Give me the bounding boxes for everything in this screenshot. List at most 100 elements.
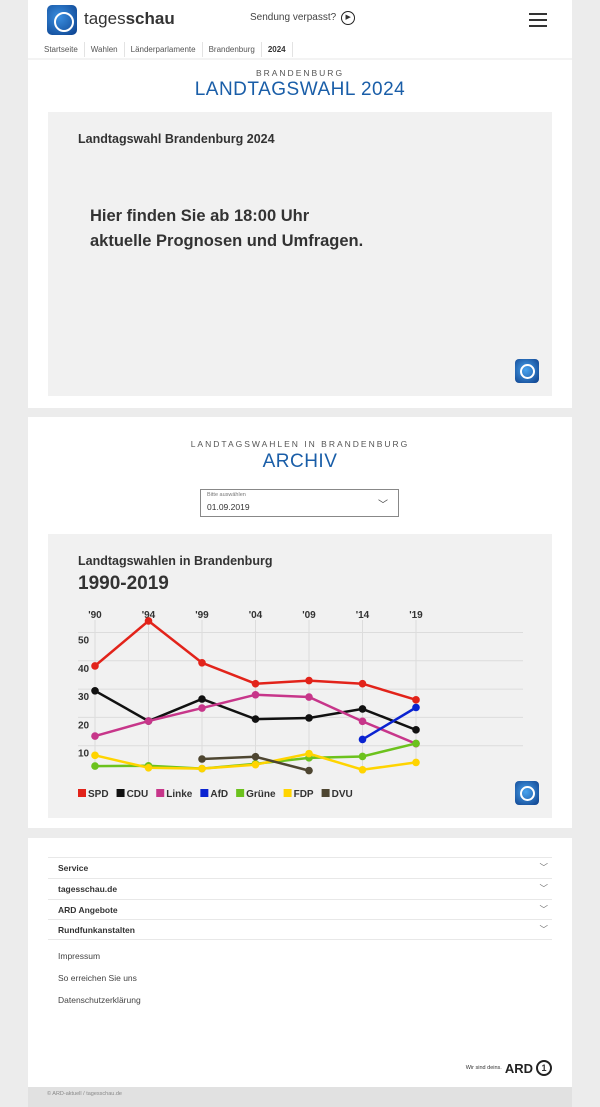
tagesschau-logo-icon[interactable]: [47, 5, 77, 35]
y-tick-label: 20: [78, 720, 90, 731]
brand-light: tages: [84, 9, 126, 28]
breadcrumb-item[interactable]: Wahlen: [85, 42, 125, 57]
divider: [28, 58, 572, 60]
election-date-select[interactable]: Bitte auswählen 01.09.2019 ﹀: [200, 489, 399, 517]
legend-swatch-dvu: [321, 789, 330, 797]
missed-show-control[interactable]: Sendung verpasst? ▶: [250, 11, 356, 25]
breadcrumb-item[interactable]: Startseite: [38, 42, 85, 57]
accordion-label: tagesschau.de: [58, 884, 118, 894]
data-point-linke: [305, 693, 313, 701]
legend-swatch-cdu: [116, 789, 125, 797]
legend-swatch-spd: [78, 789, 86, 797]
data-point-fdp: [144, 763, 153, 772]
x-tick-label: '94: [142, 610, 156, 621]
archive-card: LANDTAGSWAHLEN IN BRANDENBURG ARCHIV Bit…: [28, 417, 572, 828]
data-point-spd: [358, 679, 367, 688]
legend-label-grüne: Grüne: [246, 789, 276, 800]
copyright: © ARD-aktuell / tagesschau.de: [28, 1087, 572, 1107]
data-point-linke: [91, 732, 99, 740]
data-point-grüne: [91, 762, 99, 770]
brand-bold: schau: [125, 9, 175, 28]
data-point-spd: [144, 617, 153, 625]
footer: Service ﹀ tagesschau.de ﹀ ARD Angebote ﹀ Ru…: [28, 838, 572, 1087]
select-placeholder: Bitte auswählen: [207, 492, 246, 498]
legend-label-dvu: DVU: [332, 789, 353, 800]
y-tick-label: 30: [78, 692, 90, 703]
election-history-chart: Landtagswahlen in Brandenburg 1990-2019 …: [78, 554, 523, 800]
x-tick-label: '99: [195, 610, 209, 621]
data-point-grüne: [358, 752, 367, 761]
accordion-label: Service: [58, 863, 89, 873]
brand-name[interactable]: tagesschau: [84, 9, 175, 29]
legend-label-linke: Linke: [166, 789, 193, 800]
data-point-fdp: [358, 765, 367, 774]
data-point-fdp: [251, 760, 260, 769]
header-card: tagesschau Sendung verpasst? ▶ Startseit…: [28, 0, 572, 408]
legend-label-spd: SPD: [88, 789, 109, 800]
footer-link-contact[interactable]: So erreichen Sie uns: [58, 973, 137, 983]
ard-slogan: Wir sind deins.: [465, 1065, 502, 1071]
y-tick-label: 10: [78, 749, 90, 760]
ard-wordmark: ARD: [504, 1060, 533, 1076]
chevron-down-icon: ﹀: [539, 883, 548, 893]
legend-swatch-afd: [200, 789, 209, 797]
data-point-fdp: [91, 751, 99, 760]
chevron-down-icon: ﹀: [378, 500, 388, 511]
data-point-grüne: [412, 739, 420, 748]
select-value: 01.09.2019: [207, 502, 250, 512]
data-point-fdp: [412, 758, 420, 767]
data-point-spd: [91, 662, 99, 670]
chevron-down-icon: ﹀: [539, 904, 548, 914]
legend-label-afd: AfD: [210, 789, 228, 800]
accordion-tagesschau[interactable]: tagesschau.de ﹀: [48, 878, 552, 899]
data-point-spd: [198, 658, 206, 667]
breadcrumb-item[interactable]: Länderparlamente: [125, 42, 203, 57]
data-point-linke: [358, 717, 367, 726]
data-point-cdu: [305, 714, 313, 722]
tagesschau-logo-icon: [515, 781, 539, 805]
missed-show-link[interactable]: Sendung verpasst?: [250, 12, 337, 23]
data-point-dvu: [198, 755, 206, 763]
x-tick-label: '14: [356, 610, 370, 621]
chevron-down-icon: ﹀: [539, 862, 548, 872]
accordion-ard-angebote[interactable]: ARD Angebote ﹀: [48, 899, 552, 920]
x-tick-label: '09: [302, 610, 316, 621]
data-point-linke: [144, 717, 153, 725]
ard-logo[interactable]: Wir sind deins. ARD 1: [466, 1060, 552, 1076]
accordion-rundfunkanstalten[interactable]: Rundfunkanstalten ﹀: [48, 919, 552, 940]
menu-icon[interactable]: [529, 13, 547, 31]
accordion-label: ARD Angebote: [58, 905, 118, 915]
legend-swatch-grüne: [236, 789, 245, 797]
footer-link-privacy[interactable]: Datenschutzerklärung: [58, 995, 141, 1005]
election-teaser: Landtagswahl Brandenburg 2024 Hier finde…: [48, 112, 552, 396]
breadcrumb-item[interactable]: Brandenburg: [203, 42, 262, 57]
data-point-fdp: [198, 764, 206, 773]
data-point-afd: [358, 735, 367, 744]
data-point-fdp: [305, 749, 313, 758]
data-point-cdu: [198, 695, 206, 703]
x-tick-label: '19: [409, 610, 423, 621]
legend-swatch-fdp: [283, 789, 292, 797]
data-point-linke: [198, 704, 206, 712]
section-kicker: BRANDENBURG: [255, 68, 345, 78]
chart-title: Landtagswahlen in Brandenburg: [78, 554, 272, 568]
data-point-dvu: [305, 766, 313, 775]
x-tick-label: '90: [88, 610, 102, 621]
y-tick-label: 40: [78, 664, 90, 675]
play-icon[interactable]: ▶: [341, 11, 356, 25]
breadcrumb-item-current: 2024: [262, 42, 293, 57]
data-point-linke: [251, 690, 260, 699]
data-point-dvu: [251, 752, 260, 761]
data-point-cdu: [412, 726, 420, 734]
chevron-down-icon: ﹀: [539, 924, 548, 934]
page-title: LANDTAGSWAHL 2024: [194, 79, 406, 100]
legend-label-cdu: CDU: [127, 789, 149, 800]
data-point-cdu: [358, 705, 367, 713]
teaser-message: Hier finden Sie ab 18:00 Uhr aktuelle Pr…: [90, 207, 364, 250]
accordion-label: Rundfunkanstalten: [58, 925, 135, 935]
accordion-service[interactable]: Service ﹀: [48, 857, 552, 878]
footer-link-impressum[interactable]: Impressum: [58, 951, 101, 961]
legend-swatch-linke: [156, 789, 165, 797]
data-point-spd: [251, 679, 260, 688]
data-point-afd: [412, 703, 420, 712]
